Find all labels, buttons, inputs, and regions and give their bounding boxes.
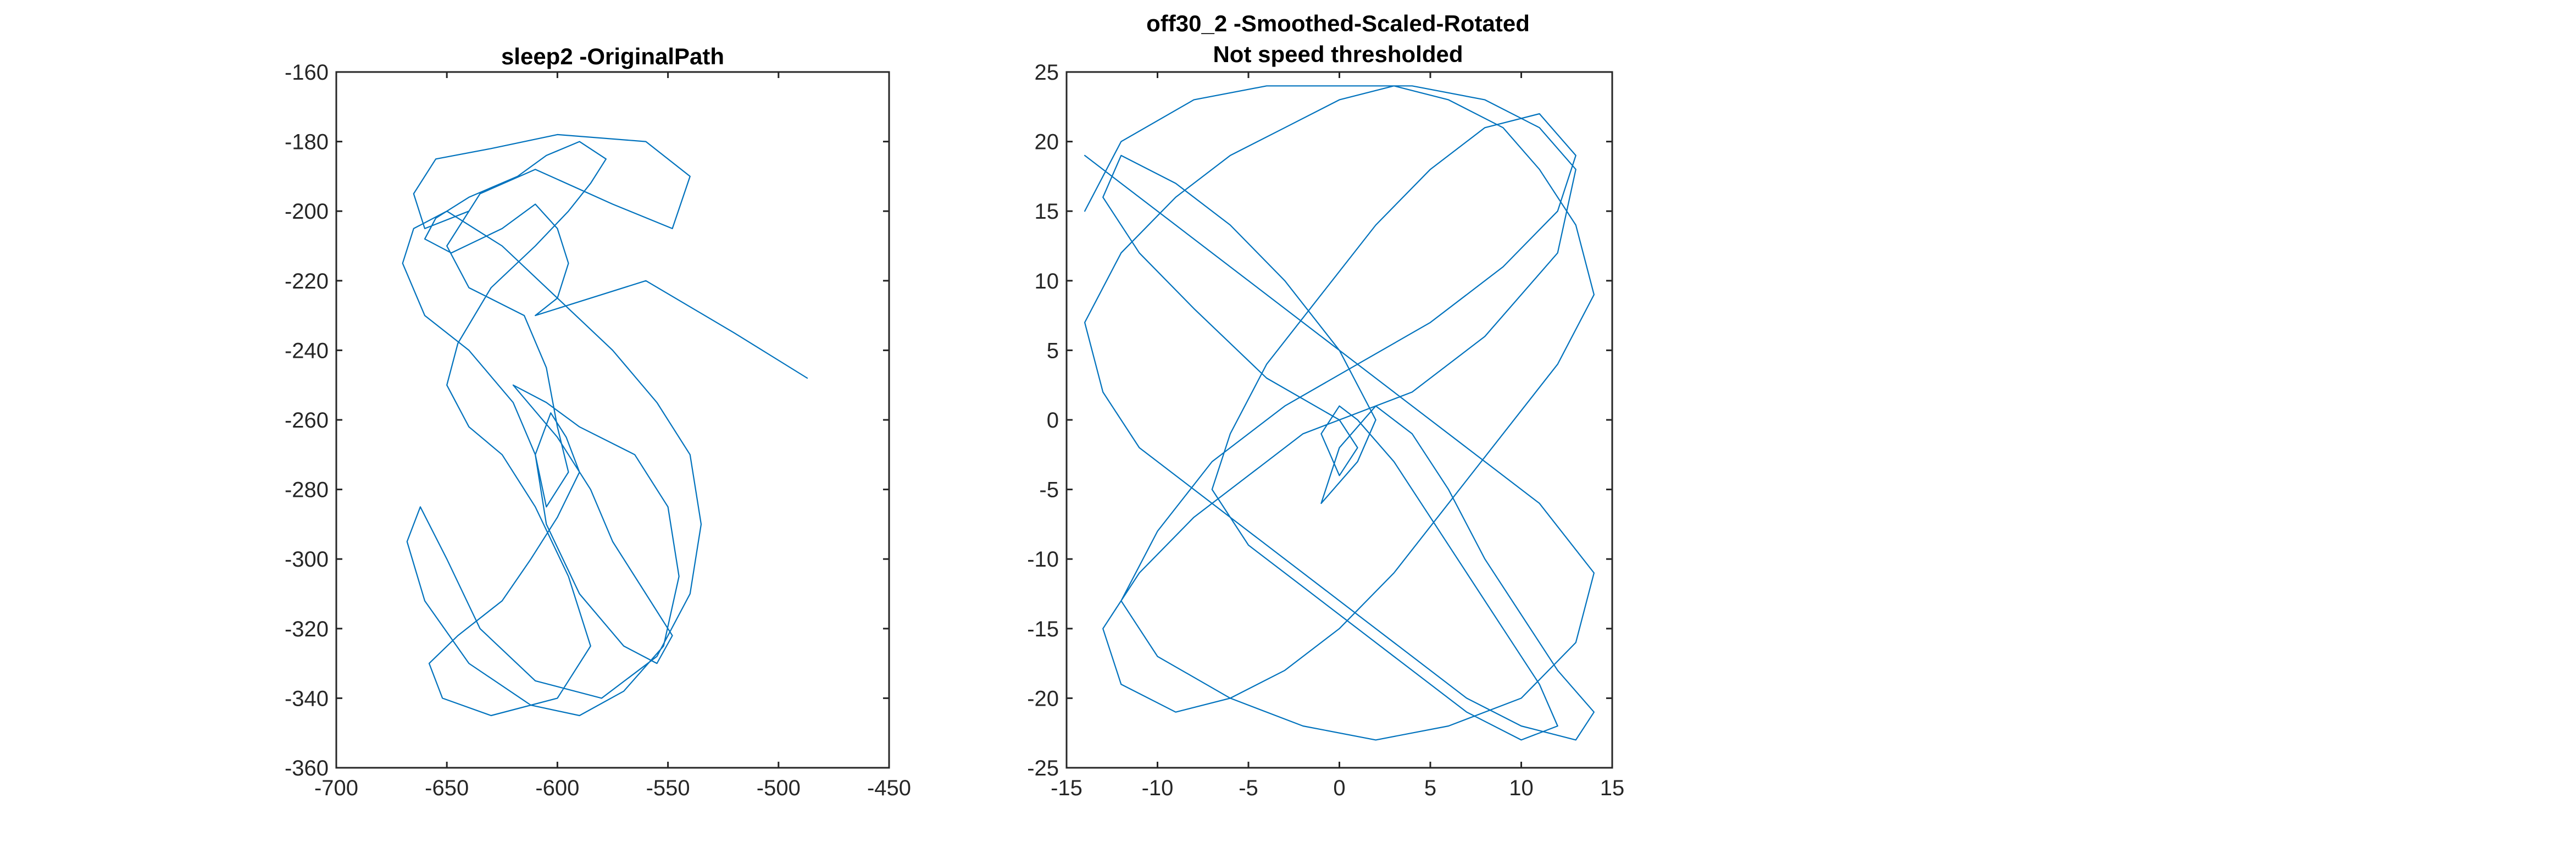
plot-off30-2-smoothed: off30_2 -Smoothed-Scaled-Rotated Not spe…	[1027, 10, 1624, 800]
y-tick-label: -240	[285, 339, 329, 363]
y-tick-label: -300	[285, 547, 329, 572]
x-tick-label: -10	[1142, 776, 1174, 800]
y-tick-label: 25	[1035, 60, 1059, 85]
x-tick-label: 10	[1509, 776, 1534, 800]
series-layer	[1084, 85, 1595, 741]
axis-ticks: -700 -650 -600 -550 -500 -450 -360 -340 -320 -300…	[285, 60, 911, 800]
y-tick-label: 10	[1035, 269, 1059, 293]
y-tick-label: -5	[1039, 478, 1059, 502]
y-tick-label: -20	[1027, 686, 1059, 711]
y-tick-label: 20	[1035, 130, 1059, 154]
y-tick-label: -320	[285, 617, 329, 641]
x-tick-label: -15	[1051, 776, 1082, 800]
y-tick-label: -260	[285, 408, 329, 433]
plot-title-line-1: off30_2 -Smoothed-Scaled-Rotated	[1146, 10, 1530, 36]
y-tick-label: -360	[285, 756, 329, 780]
x-tick-label: -650	[425, 776, 469, 800]
series-layer	[402, 134, 808, 717]
y-tick-label: -340	[285, 686, 329, 711]
x-tick-label: -500	[757, 776, 801, 800]
x-tick-label: -600	[535, 776, 579, 800]
y-tick-label: 5	[1047, 339, 1059, 363]
x-tick-label: 15	[1600, 776, 1625, 800]
y-tick-label: -200	[285, 199, 329, 224]
y-tick-label: 0	[1047, 408, 1059, 433]
x-tick-label: -450	[867, 776, 911, 800]
plot-title: sleep2 -OriginalPath	[501, 43, 724, 69]
y-tick-label: -280	[285, 478, 329, 502]
trajectory-line	[1084, 85, 1595, 741]
y-tick-label: -160	[285, 60, 329, 85]
y-tick-label: -180	[285, 130, 329, 154]
trajectory-line	[402, 134, 808, 717]
x-tick-label: 5	[1424, 776, 1436, 800]
y-tick-label: -220	[285, 269, 329, 293]
plot-sleep2-original-path: sleep2 -OriginalPath -700 -650 -600 -550 -50…	[285, 43, 911, 800]
x-tick-label: -700	[314, 776, 358, 800]
y-tick-label: -15	[1027, 617, 1059, 641]
axis-ticks: -15 -10 -5 0 5 10 15 -25 -20 -15 -10 -5 0 5 10 15 20 25	[1027, 60, 1624, 800]
y-tick-label: -10	[1027, 547, 1059, 572]
plot-title-line-2: Not speed thresholded	[1213, 41, 1463, 67]
y-tick-label: 15	[1035, 199, 1059, 224]
axes-box	[335, 71, 890, 769]
y-tick-label: -25	[1027, 756, 1059, 780]
x-tick-label: -5	[1239, 776, 1258, 800]
x-tick-label: -550	[646, 776, 690, 800]
x-tick-label: 0	[1333, 776, 1345, 800]
